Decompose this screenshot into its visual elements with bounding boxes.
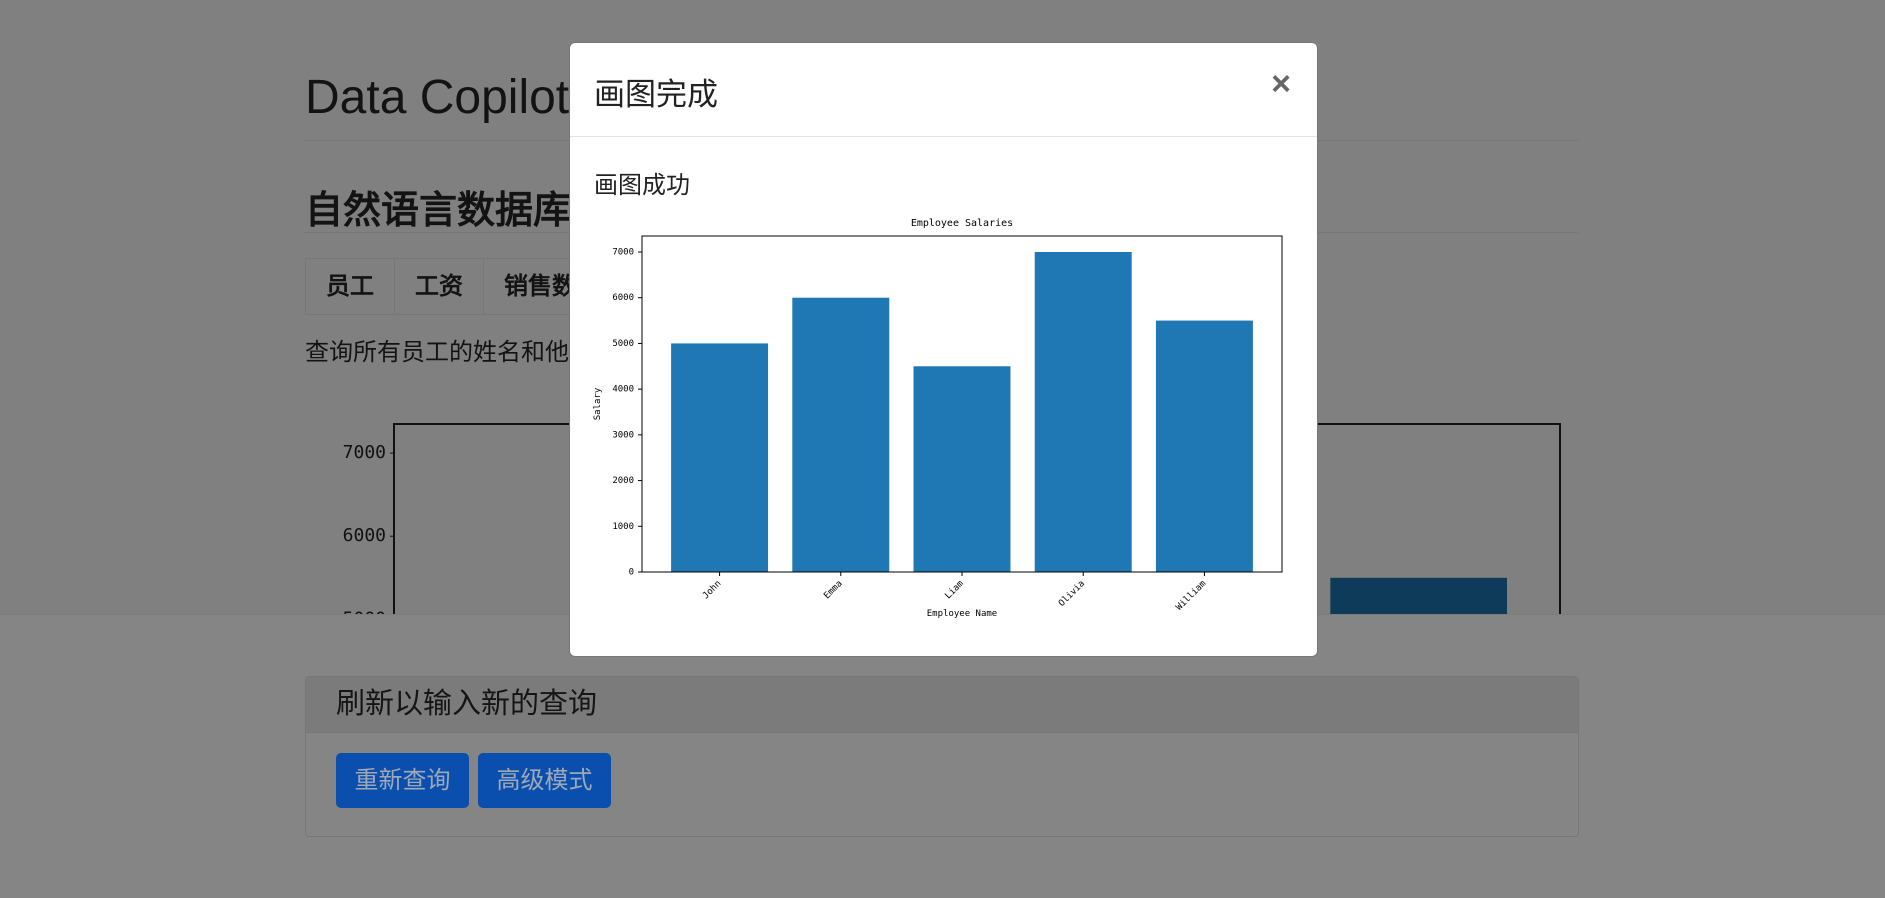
panel: 刷新以输入新的查询 重新查询 高级模式 — [305, 676, 1579, 837]
page-subtitle: 自然语言数据库查 — [305, 190, 610, 232]
bar — [1330, 577, 1507, 614]
tab[interactable]: 员工 — [306, 259, 395, 314]
requery-button[interactable]: 重新查询 — [336, 753, 469, 808]
tab-bar: 员工 工资 销售数 — [305, 258, 598, 315]
page-title: Data Copilot — [305, 71, 570, 124]
modal-message: 画图成功 — [594, 172, 690, 199]
modal-header: 画图完成 × — [570, 43, 1317, 137]
y-tick-label: 7000 — [343, 442, 386, 463]
y-tick-label: 6000 — [343, 525, 386, 546]
y-tick-label: 5000 — [343, 608, 386, 614]
bottom-area: 刷新以输入新的查询 重新查询 高级模式 — [0, 614, 1885, 898]
advanced-button[interactable]: 高级模式 — [478, 753, 611, 808]
modal-title: 画图完成 — [594, 77, 718, 112]
query-text: 查询所有员工的姓名和他 — [305, 339, 569, 366]
tab[interactable]: 工资 — [395, 259, 484, 314]
modal: 画图完成 × 画图成功 — [569, 42, 1318, 657]
close-button[interactable]: × — [1271, 65, 1291, 103]
panel-title: 刷新以输入新的查询 — [306, 677, 1578, 733]
